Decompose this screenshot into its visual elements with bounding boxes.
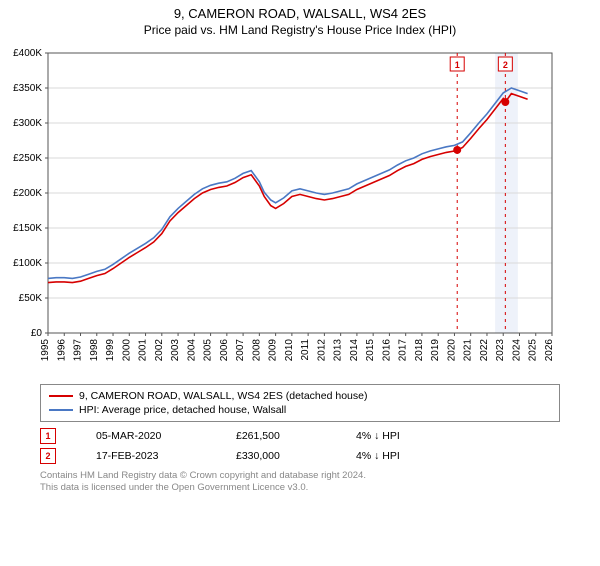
x-tick-label: 2011 <box>300 339 311 361</box>
marker-delta: 4% ↓ HPI <box>356 430 400 442</box>
chart-container: 9, CAMERON ROAD, WALSALL, WS4 2ES Price … <box>0 6 600 566</box>
footer-attribution: Contains HM Land Registry data © Crown c… <box>40 470 560 495</box>
legend-swatch <box>49 409 73 411</box>
x-tick-label: 2025 <box>528 339 539 362</box>
marker-table: 1 05-MAR-2020 £261,500 4% ↓ HPI 2 17-FEB-2023… <box>40 426 560 466</box>
chart-plot-area: £0 £50K £100K £150K £200K £250K £300K £350K £400… <box>0 43 600 378</box>
y-tick-label: £100K <box>13 258 42 269</box>
x-tick-label: 2010 <box>284 339 295 362</box>
x-tick-label: 2018 <box>414 339 425 362</box>
x-tick-label: 2020 <box>446 339 457 362</box>
legend-swatch <box>49 395 73 397</box>
chart-svg: £0 £50K £100K £150K £200K £250K £300K £350K £400… <box>0 43 560 373</box>
x-tick-label: 1997 <box>73 339 84 362</box>
marker-date: 17-FEB-2023 <box>96 450 196 462</box>
marker-date: 05-MAR-2020 <box>96 430 196 442</box>
x-tick-label: 2005 <box>203 339 214 362</box>
x-tick-label: 2015 <box>365 339 376 362</box>
x-tick-label: 2019 <box>430 339 441 362</box>
marker-price: £261,500 <box>236 430 316 442</box>
x-tick-label: 2012 <box>316 339 327 362</box>
x-tick-label: 2002 <box>154 339 165 362</box>
x-tick-label: 2022 <box>479 339 490 362</box>
x-tick-label: 2014 <box>349 339 360 362</box>
x-tick-label: 2007 <box>235 339 246 362</box>
chart-title: 9, CAMERON ROAD, WALSALL, WS4 2ES <box>0 6 600 21</box>
x-tick-label: 2003 <box>170 339 181 362</box>
series-price_paid <box>48 94 528 283</box>
x-tick-label: 2001 <box>138 339 149 362</box>
y-tick-label: £250K <box>13 153 42 164</box>
footer-line1: Contains HM Land Registry data © Crown c… <box>40 470 560 482</box>
x-tick-label: 1995 <box>40 339 51 362</box>
marker-row: 1 05-MAR-2020 £261,500 4% ↓ HPI <box>40 426 560 446</box>
y-tick-label: £350K <box>13 83 42 94</box>
x-tick-label: 2009 <box>268 339 279 362</box>
y-tick-label: £400K <box>13 48 42 59</box>
sale-point <box>453 146 461 154</box>
x-tick-label: 2013 <box>333 339 344 362</box>
y-tick-label: £50K <box>19 293 43 304</box>
x-tick-label: 2016 <box>381 339 392 362</box>
marker-row: 2 17-FEB-2023 £330,000 4% ↓ HPI <box>40 446 560 466</box>
x-tick-label: 2017 <box>398 339 409 362</box>
x-tick-label: 1999 <box>105 339 116 362</box>
x-tick-label: 2021 <box>463 339 474 362</box>
legend-box: 9, CAMERON ROAD, WALSALL, WS4 2ES (detac… <box>40 384 560 422</box>
x-tick-label: 2004 <box>186 339 197 362</box>
footer-line2: This data is licensed under the Open Gov… <box>40 482 560 494</box>
legend-label: 9, CAMERON ROAD, WALSALL, WS4 2ES (detac… <box>79 390 367 402</box>
legend-row: HPI: Average price, detached house, Wals… <box>49 403 551 417</box>
y-tick-label: £0 <box>31 328 43 339</box>
marker-badge: 2 <box>40 448 56 464</box>
x-tick-label: 2026 <box>544 339 555 362</box>
marker-price: £330,000 <box>236 450 316 462</box>
x-tick-label: 1996 <box>56 339 67 362</box>
x-tick-label: 2006 <box>219 339 230 362</box>
sale-point <box>501 98 509 106</box>
x-tick-label: 2024 <box>511 339 522 362</box>
x-tick-label: 2008 <box>251 339 262 362</box>
marker-badge: 1 <box>40 428 56 444</box>
chart-marker-badge-num: 2 <box>503 60 508 70</box>
chart-subtitle: Price paid vs. HM Land Registry's House … <box>0 23 600 37</box>
y-tick-label: £150K <box>13 223 42 234</box>
legend-row: 9, CAMERON ROAD, WALSALL, WS4 2ES (detac… <box>49 389 551 403</box>
legend-label: HPI: Average price, detached house, Wals… <box>79 404 286 416</box>
chart-marker-badge-num: 1 <box>455 60 460 70</box>
x-tick-label: 2023 <box>495 339 506 362</box>
x-tick-label: 1998 <box>89 339 100 362</box>
y-tick-label: £200K <box>13 188 42 199</box>
series-hpi <box>48 88 528 278</box>
marker-delta: 4% ↓ HPI <box>356 450 400 462</box>
y-tick-label: £300K <box>13 118 42 129</box>
x-tick-label: 2000 <box>121 339 132 362</box>
